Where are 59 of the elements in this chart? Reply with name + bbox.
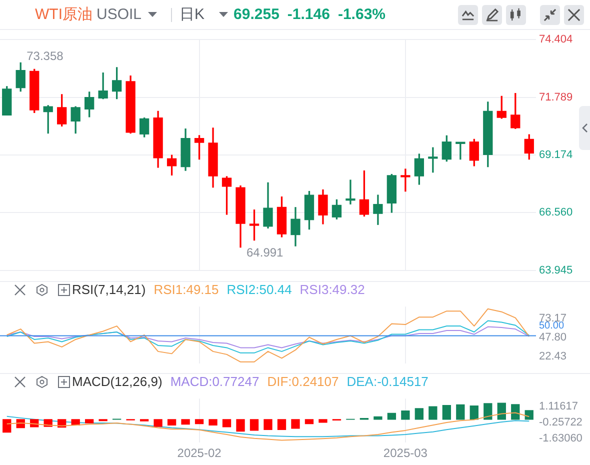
bar <box>470 405 478 420</box>
bar <box>304 419 314 424</box>
text: RSI2:50.44 <box>226 282 292 297</box>
text: 日K <box>180 5 205 24</box>
text: DIF:0.24107 <box>267 374 339 389</box>
bar <box>85 419 94 424</box>
bar <box>511 404 520 420</box>
bar <box>318 419 328 423</box>
y-tick-label: -1.63060 <box>539 432 582 444</box>
text: RSI1:49.15 <box>154 282 219 297</box>
x-tick-label: 2025-03 <box>383 446 428 460</box>
y-tick-label: 47.80 <box>539 331 567 344</box>
chart-title: WTI原油 <box>35 5 92 24</box>
bar <box>456 404 465 420</box>
text: RSI3:49.32 <box>300 282 365 297</box>
bar <box>524 410 534 420</box>
candlestick <box>400 168 410 192</box>
annotation: 64.991 <box>246 246 284 260</box>
bar <box>167 419 176 426</box>
text: DEA:-0.14517 <box>346 374 428 389</box>
text: -1.63% <box>338 6 386 23</box>
bar <box>497 402 506 420</box>
bar <box>154 419 162 427</box>
bar <box>401 410 410 420</box>
chart-subtitle: USOIL <box>96 6 142 23</box>
bar <box>442 404 451 420</box>
bar <box>194 419 204 424</box>
y-tick-label: 69.174 <box>539 149 573 162</box>
text: -1.146 <box>287 6 330 23</box>
y-tick-label: 22.43 <box>539 350 567 362</box>
bar <box>236 419 245 432</box>
bar <box>222 419 232 428</box>
annotation: 73.358 <box>26 48 64 63</box>
bar <box>428 406 438 420</box>
text: MACD:0.77247 <box>170 374 260 389</box>
candlestick <box>346 180 356 204</box>
bar <box>181 419 190 425</box>
bar <box>414 408 424 420</box>
y-tick-label: -0.25722 <box>539 416 582 428</box>
bar <box>291 419 300 429</box>
y-tick-label: 71.789 <box>539 91 573 104</box>
candlestick <box>428 147 438 173</box>
bar <box>208 419 218 426</box>
bar <box>250 419 259 431</box>
bar <box>484 403 492 420</box>
chart-title: MACD(12,26,9) <box>72 374 162 389</box>
bar <box>277 419 286 430</box>
bar <box>387 412 396 420</box>
bar <box>264 419 272 430</box>
x-tick-label: 2025-02 <box>177 446 222 460</box>
y-tick-label: 74.404 <box>539 34 573 46</box>
text: 69.255 <box>234 6 280 23</box>
bar <box>374 416 382 420</box>
bar <box>2 419 12 433</box>
y-tick-label: 66.560 <box>539 206 573 219</box>
y-tick-label: 1.11617 <box>539 400 578 413</box>
ref-line-label: 50.00 <box>539 320 564 332</box>
chart-title: RSI(7,14,21) <box>72 282 146 297</box>
y-tick-label: 63.945 <box>539 264 573 276</box>
